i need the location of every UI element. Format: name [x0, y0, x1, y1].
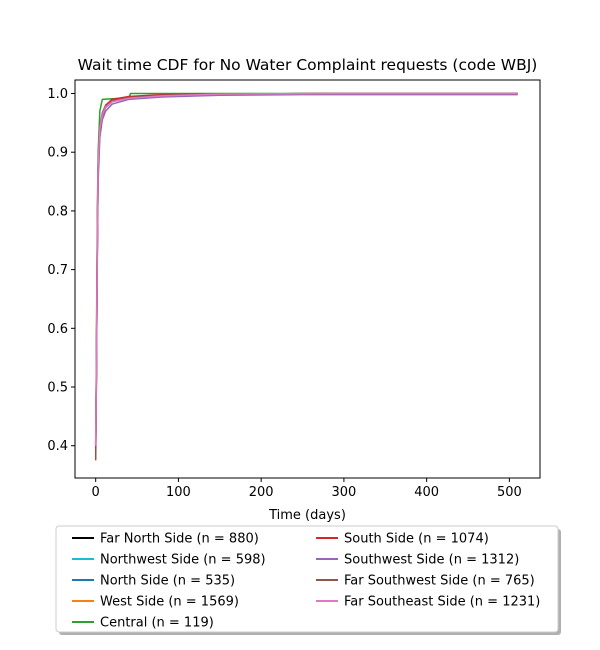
legend-label-4: Central (n = 119) [100, 616, 214, 631]
legend-label-3: West Side (n = 1569) [100, 595, 239, 610]
y-tick-label: 0.8 [47, 204, 68, 219]
plot-frame [74, 79, 541, 479]
y-tick-label: 0.7 [47, 263, 68, 278]
y-tick-label: 0.9 [47, 146, 68, 161]
x-tick-label: 200 [249, 485, 274, 500]
axes: 0 100 200 300 400 500 0.4 0.5 0.6 0.7 0.8 0.9 1.0 [47, 79, 541, 500]
x-tick-label: 400 [414, 485, 439, 500]
x-axis-label: Time (days) [268, 508, 346, 523]
legend-label-1: Northwest Side (n = 598) [100, 553, 266, 568]
plot-area [94, 92, 518, 461]
y-tick-label: 1.0 [47, 87, 68, 102]
legend-label-8: Far Southeast Side (n = 1231) [344, 595, 540, 610]
chart-title: Wait time CDF for No Water Complaint req… [78, 56, 538, 74]
y-tick-label: 0.5 [47, 381, 68, 396]
legend-box [55, 525, 559, 633]
x-tick-label: 300 [331, 485, 356, 500]
y-tick-label: 0.4 [47, 439, 68, 454]
x-tick-label: 0 [92, 485, 100, 500]
x-tick-label: 100 [166, 485, 191, 500]
legend-label-7: Far Southwest Side (n = 765) [344, 574, 535, 589]
legend-label-6: Southwest Side (n = 1312) [344, 553, 519, 568]
legend-label-2: North Side (n = 535) [100, 574, 235, 589]
series-line-8 [94, 92, 518, 446]
legend: Far North Side (n = 880) Northwest Side (… [55, 525, 561, 635]
y-tick-label: 0.6 [47, 322, 68, 337]
x-tick-label: 500 [497, 485, 522, 500]
legend-label-5: South Side (n = 1074) [344, 532, 489, 547]
legend-label-0: Far North Side (n = 880) [100, 532, 259, 547]
